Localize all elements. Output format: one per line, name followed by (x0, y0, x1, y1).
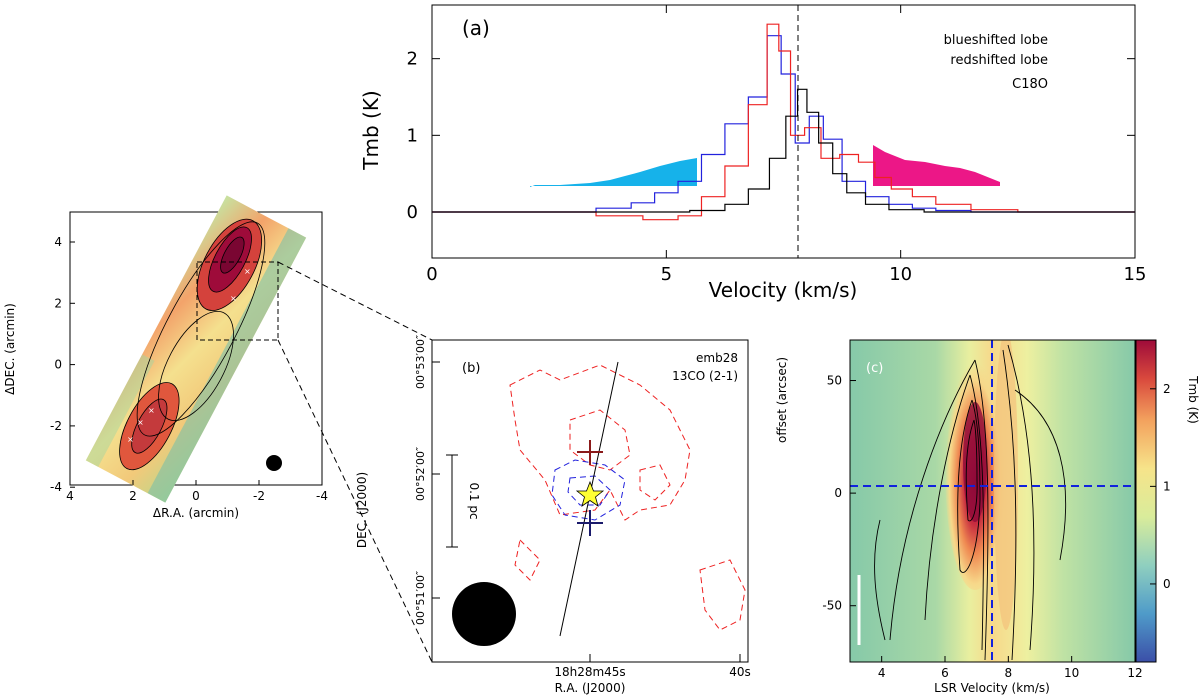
spec-ytick-label: 1 (407, 125, 418, 146)
scale-bar (446, 454, 458, 548)
ra-tick-label: 40s (729, 665, 751, 679)
beam-circle (452, 582, 516, 646)
colorbar-ticks: 2 1 0 (1150, 382, 1171, 591)
spec-xtick-label: 5 (661, 264, 672, 285)
scale-bar-label: 0.1 pc (467, 482, 481, 519)
svg-text:×: × (127, 435, 134, 444)
map-panel: × × × × × 4 2 0 -2 -4 4 2 0 -2 -4 ΔR.A. (arcmin)… (3, 195, 433, 663)
map-y-label: ΔDEC. (arcmin) (3, 303, 17, 395)
pv-xtick-label: 8 (1005, 666, 1013, 680)
dec-tick-label: 00°52′00″ (414, 447, 427, 501)
pv-contours (874, 344, 1067, 661)
pv-x-label: LSR Velocity (km/s) (934, 681, 1050, 695)
blue-wing-fill (530, 158, 697, 187)
line-name: 13CO (2-1) (672, 369, 738, 383)
zoom-box (196, 261, 279, 341)
ra-tick-label: 18h28m45s (554, 665, 625, 679)
panel-c-label: (c) (866, 361, 883, 376)
dec-tick-label: 00°51′00″ (414, 571, 427, 625)
pv-frame (849, 339, 1136, 663)
protostar-star-icon (575, 480, 605, 507)
legend-blue: blueshifted lobe (944, 33, 1048, 48)
spectrum-panel: (a) blueshifted lobe redshifted lobe C18… (359, 4, 1146, 302)
dec-axis-label: DEC. (J2000) (355, 472, 369, 548)
map-xtick-label: 0 (192, 489, 200, 503)
pv-xtick-label: 4 (878, 666, 886, 680)
spec-xtick-label: 15 (1124, 264, 1147, 285)
red-cross (577, 440, 603, 465)
spectrum-x-ticks: 0 5 10 15 (426, 5, 1146, 285)
red-contours (509, 364, 746, 631)
map-xtick-label: -2 (253, 489, 265, 503)
panel-b-label: (b) (462, 361, 480, 376)
pv-xtick-label: 12 (1127, 666, 1142, 680)
legend-red: redshifted lobe (950, 53, 1048, 68)
map-ytick-label: 2 (54, 296, 62, 310)
pv-panel: (c) 4 6 8 10 12 500-50 LSR Velocity (km/s) o… (775, 339, 1200, 695)
beam-marker (266, 455, 282, 471)
colorbar-label: Tmb (K) (1186, 375, 1200, 424)
map-x-label: ΔR.A. (arcmin) (153, 506, 239, 520)
pv-x-ticks: 4 6 8 10 12 (878, 656, 1143, 680)
spectrum-series-1 (432, 23, 1135, 221)
spectrum-frame (431, 4, 1136, 259)
spectrum-y-label: Tmb (K) (359, 90, 383, 170)
spectrum-x-label: Velocity (km/s) (709, 278, 858, 302)
colorbar-tick-label: 0 (1163, 577, 1171, 591)
colorbar-tick-label: 1 (1163, 479, 1171, 493)
legend-black: C18O (1012, 77, 1048, 92)
colorbar-tick-label: 2 (1163, 382, 1171, 396)
pv-xtick-label: 10 (1064, 666, 1079, 680)
spec-ytick-label: 0 (407, 202, 418, 223)
map-x-ticks: 4 2 0 -2 -4 (66, 480, 328, 503)
pv-y-ticks: 50 0 -50 (822, 374, 856, 613)
map-xtick-label: 4 (66, 489, 74, 503)
spec-ytick-label: 2 (407, 49, 418, 70)
pv-ytick-label: 0 (834, 486, 842, 500)
map-ytick-label: 4 (54, 235, 62, 249)
spectrum-y-ticks: 0 1 2 (407, 49, 1135, 223)
spectrum-lines (432, 23, 1135, 221)
svg-text:×: × (148, 406, 155, 415)
source-name: emb28 (696, 351, 738, 365)
contour-panel: 0.1 pc (b) emb28 13CO (2-1) 00°53′00″00°… (355, 335, 751, 695)
map-ytick-label: -2 (50, 419, 62, 433)
connector-top (277, 261, 433, 341)
dec-tick-label: 00°53′00″ (414, 335, 427, 389)
blue-cross (577, 510, 603, 536)
svg-text:×: × (137, 418, 144, 427)
pv-y-label: offset (arcsec) (775, 357, 789, 443)
spec-xtick-label: 0 (426, 264, 437, 285)
map-ytick-label: 0 (54, 358, 62, 372)
red-wing-fill (873, 145, 1000, 186)
map-y-ticks: 4 2 0 -2 -4 (50, 235, 75, 494)
ra-axis-label: R.A. (J2000) (555, 681, 626, 695)
map-xtick-label: -4 (316, 489, 328, 503)
spec-xtick-label: 10 (889, 264, 912, 285)
spectrum-series-0 (432, 35, 1135, 213)
map-xtick-label: 2 (129, 489, 137, 503)
pv-ytick-label: -50 (822, 599, 842, 613)
dec-ticks: 00°53′00″ 00°52′00″ 00°51′00″ (414, 335, 440, 625)
panel-a-label: (a) (462, 16, 490, 40)
map-strip (85, 195, 307, 503)
colorbar (1135, 339, 1157, 663)
svg-text:×: × (244, 267, 251, 276)
pv-ytick-label: 50 (827, 374, 842, 388)
ra-ticks: 18h28m45s 40s (554, 654, 751, 679)
spectrum-series-2 (432, 88, 1135, 213)
svg-text:×: × (230, 294, 237, 303)
pv-xtick-label: 6 (941, 666, 949, 680)
blue-contours (551, 459, 626, 521)
map-ytick-label: -4 (50, 480, 62, 494)
